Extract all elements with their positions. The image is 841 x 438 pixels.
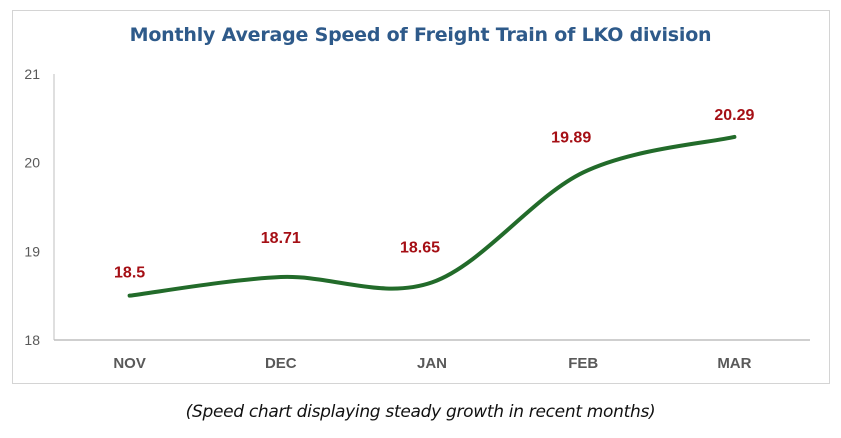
y-tick-label: 18 (24, 332, 40, 348)
y-axis: 18 19 20 21 (24, 66, 40, 348)
data-label: 18.65 (400, 239, 440, 256)
chart-caption: (Speed chart displaying steady growth in… (185, 402, 656, 422)
chart-frame (12, 10, 830, 384)
series-line-average-speed (127, 134, 737, 298)
data-label: 18.5 (114, 265, 145, 282)
x-tick-label: MAR (717, 355, 751, 372)
x-tick-label: NOV (113, 355, 146, 372)
data-label: 19.89 (551, 129, 591, 146)
data-label: 20.29 (714, 107, 754, 124)
y-tick-label: 21 (24, 66, 40, 82)
y-tick-label: 20 (24, 155, 40, 171)
x-tick-label: FEB (568, 355, 598, 372)
x-axis: NOV DEC JAN FEB MAR (113, 355, 751, 372)
data-labels: 18.5 18.71 18.65 19.89 20.29 (114, 107, 754, 282)
x-tick-label: DEC (265, 355, 297, 372)
data-label: 18.71 (261, 230, 301, 247)
chart-title: Monthly Average Speed of Freight Train o… (129, 24, 712, 46)
x-tick-label: JAN (417, 355, 447, 372)
y-tick-label: 19 (24, 243, 40, 259)
